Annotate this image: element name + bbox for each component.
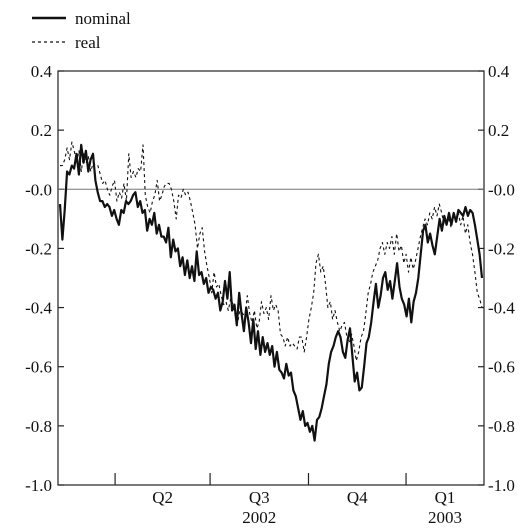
plot-frame [57,70,485,486]
y-tick-label-left: 0.4 [31,62,53,81]
y-tick-label-left: 0.2 [31,121,52,140]
y-tick-label-left: -0.4 [25,299,52,318]
y-tick-label-right: -0.0 [488,180,515,199]
y-tick-label-right: 0.2 [488,121,509,140]
x-year-label: 2003 [428,508,462,527]
y-tick-label-right: 0.4 [488,62,510,81]
series-group [58,141,484,442]
y-tick-label-right: -0.2 [488,239,515,258]
y-tick-label-left: -0.8 [25,417,52,436]
y-axis-left: 0.4 0.2 -0.0 -0.2 -0.4 -0.6 -0.8 -1.0 [25,62,64,495]
series-line-nominal [58,143,484,442]
y-tick-label-right: -0.4 [488,299,515,318]
y-tick-label-left: -0.0 [25,180,52,199]
y-axis-right: 0.4 0.2 -0.0 -0.2 -0.4 -0.6 -0.8 -1.0 [478,62,515,495]
x-quarter-label: Q2 [152,488,173,507]
legend-label-nominal: nominal [75,9,131,28]
x-quarter-label: Q1 [435,488,456,507]
legend: nominal real [32,9,131,52]
x-year-label: 2002 [242,508,276,527]
y-tick-label-left: -0.2 [25,239,52,258]
y-tick-label-left: -1.0 [25,476,52,495]
y-tick-label-right: -1.0 [488,476,515,495]
y-tick-label-left: -0.6 [25,358,52,377]
y-tick-label-right: -0.8 [488,417,515,436]
series-line-real [60,141,483,362]
y-tick-label-right: -0.6 [488,358,515,377]
legend-label-real: real [75,33,101,52]
x-quarter-label: Q4 [347,488,368,507]
x-quarter-label: Q3 [249,488,270,507]
